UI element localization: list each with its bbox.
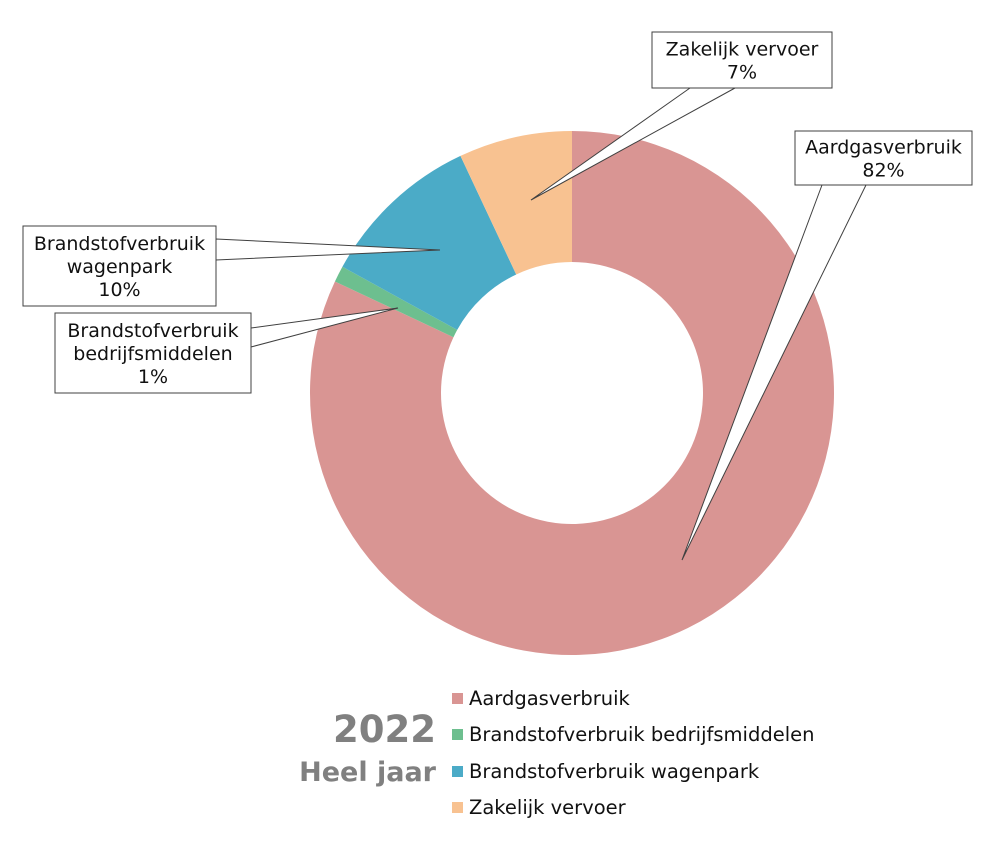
legend-label: Brandstofverbruik bedrijfsmiddelen — [469, 723, 815, 747]
legend-label: Zakelijk vervoer — [469, 796, 626, 820]
donut-slice — [460, 131, 572, 275]
callout-text: Zakelijk vervoer — [666, 39, 819, 61]
legend-label: Aardgasverbruik — [469, 686, 630, 710]
period-label: Heel jaar — [299, 757, 436, 788]
legend-swatch — [452, 729, 463, 741]
callout-box — [22, 225, 217, 307]
legend-item: Brandstofverbruik bedrijfsmiddelen — [452, 717, 814, 754]
donut-slice — [342, 155, 517, 330]
callout-text: bedrijfsmiddelen — [73, 343, 232, 365]
callout-text: 10% — [98, 279, 140, 301]
legend-swatch — [452, 692, 463, 704]
legend-item: Brandstofverbruik wagenpark — [452, 753, 814, 790]
callout-text: 7% — [727, 62, 757, 84]
callout-box — [54, 312, 252, 394]
callout-text: Aardgasverbruik — [805, 137, 962, 159]
legend-swatch — [452, 802, 463, 814]
callout-text: Brandstofverbruik — [34, 233, 205, 255]
callout-text: 1% — [138, 366, 168, 388]
legend-label: Brandstofverbruik wagenpark — [469, 759, 760, 783]
callout-text: 82% — [862, 160, 904, 182]
callout-box — [651, 31, 833, 89]
legend-item: Aardgasverbruik — [452, 680, 814, 717]
callout-text: wagenpark — [67, 256, 173, 278]
chart-legend: Aardgasverbruik Brandstofverbruik bedrij… — [452, 680, 814, 826]
callout-box — [794, 130, 973, 186]
callout-text: Brandstofverbruik — [67, 320, 238, 342]
period-year: 2022 — [333, 708, 436, 751]
legend-item: Zakelijk vervoer — [452, 790, 814, 827]
legend-swatch — [452, 765, 463, 777]
donut-slice — [334, 266, 458, 338]
donut-slice — [309, 131, 834, 655]
